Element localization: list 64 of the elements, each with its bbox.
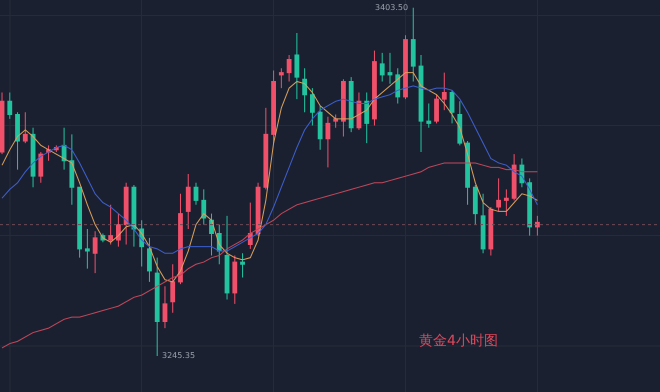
candlestick bbox=[147, 237, 152, 282]
candlestick bbox=[278, 68, 284, 89]
candlestick bbox=[472, 184, 478, 226]
candlestick bbox=[372, 50, 377, 126]
candlestick bbox=[286, 54, 292, 82]
candlestick bbox=[388, 52, 392, 84]
candlestick bbox=[504, 188, 509, 216]
candlestick bbox=[535, 215, 540, 236]
candlestick bbox=[364, 92, 370, 144]
candlestick bbox=[294, 32, 300, 100]
candlestick bbox=[15, 112, 20, 170]
candlestick bbox=[326, 116, 330, 168]
candlestick bbox=[341, 78, 346, 138]
candlestick bbox=[224, 215, 230, 300]
candlestick bbox=[232, 254, 238, 304]
candlestick bbox=[30, 127, 36, 188]
candlestick bbox=[84, 228, 90, 270]
candlestick bbox=[302, 68, 308, 113]
candlestick bbox=[488, 206, 494, 256]
candlestick bbox=[108, 204, 114, 245]
candlestick bbox=[442, 72, 447, 111]
candlestick bbox=[434, 94, 439, 124]
candlestick bbox=[0, 92, 4, 155]
text: 黄金4小时图 bbox=[419, 333, 498, 349]
candlestick bbox=[263, 107, 268, 190]
candlestick bbox=[465, 140, 470, 206]
candlestick bbox=[356, 92, 362, 130]
candlestick bbox=[62, 127, 66, 170]
candlestick bbox=[186, 173, 191, 230]
candlestick bbox=[154, 257, 160, 356]
candlestick bbox=[310, 88, 315, 126]
candlestick bbox=[194, 182, 198, 206]
candlestick bbox=[512, 154, 517, 201]
candlestick bbox=[116, 213, 121, 248]
candlestick bbox=[124, 182, 129, 245]
candlestick bbox=[318, 105, 323, 150]
candlestick bbox=[450, 90, 454, 124]
candlestick bbox=[240, 252, 245, 278]
candlestick bbox=[403, 34, 408, 100]
candlestick bbox=[22, 112, 28, 144]
candlestick bbox=[480, 193, 486, 254]
candlestick bbox=[92, 230, 98, 274]
candlestick bbox=[248, 202, 253, 250]
candlestick bbox=[271, 70, 276, 144]
candlestick bbox=[527, 178, 532, 236]
candlestick bbox=[178, 193, 183, 285]
annotation: 3403.50 bbox=[375, 3, 408, 12]
candlestick bbox=[7, 92, 12, 120]
candlestick bbox=[38, 151, 44, 184]
candlestick bbox=[410, 7, 416, 82]
candlestick bbox=[69, 134, 74, 206]
candlestick bbox=[132, 184, 136, 248]
candlestick bbox=[201, 188, 206, 226]
candlestick bbox=[256, 182, 260, 236]
candlestick bbox=[77, 186, 82, 258]
candlestick bbox=[418, 54, 424, 152]
candlestick bbox=[162, 286, 168, 329]
candlestick bbox=[380, 52, 385, 82]
candlestick bbox=[426, 103, 432, 128]
candlestick bbox=[170, 264, 176, 314]
candlestick bbox=[333, 114, 338, 128]
candlestick bbox=[496, 178, 502, 212]
annotation: 3245.35 bbox=[162, 351, 196, 360]
candlestick bbox=[348, 76, 354, 133]
